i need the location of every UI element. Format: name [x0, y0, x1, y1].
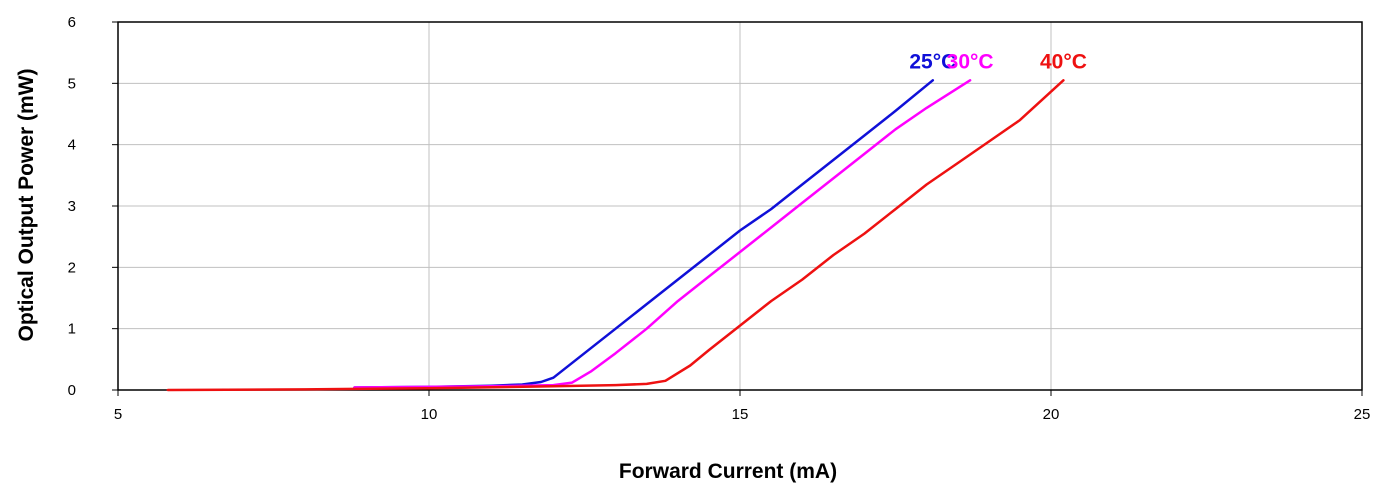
series-labels: 25°C30°C 40°C [909, 50, 1087, 73]
series-line-2 [166, 79, 1065, 392]
axis-ticks: 5 10 15 20 25 0 1 2 3 4 5 6 [68, 14, 1371, 423]
x-tick-label: 10 [421, 406, 438, 423]
y-tick-label: 5 [68, 75, 76, 92]
x-axis-title: Forward Current (mA) [619, 460, 837, 483]
y-tick-label: 2 [68, 259, 76, 276]
x-tick-label: 15 [732, 406, 749, 423]
series-line-0 [353, 79, 935, 389]
x-tick-label: 5 [114, 406, 122, 423]
y-tick-label: 0 [68, 382, 76, 399]
x-tick-label: 25 [1354, 406, 1371, 423]
y-tick-label: 4 [68, 137, 76, 154]
series-label-2: 40°C [1040, 50, 1087, 73]
series-label-0: 25°C [909, 50, 956, 73]
grid-lines [118, 22, 1362, 390]
y-axis-title: Optical Output Power (mW) [15, 69, 38, 342]
y-tick-label: 3 [68, 198, 76, 215]
series-lines [166, 79, 1065, 392]
y-tick-label: 6 [68, 14, 76, 31]
series-label-1: 30°C [947, 50, 994, 73]
x-tick-label: 20 [1043, 406, 1060, 423]
y-tick-label: 1 [68, 321, 76, 338]
